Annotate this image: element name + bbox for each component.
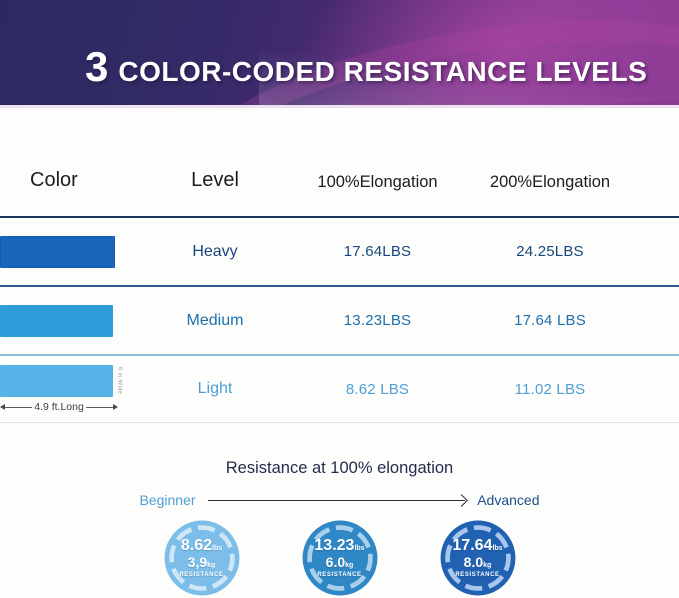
kg-unit: kg (483, 561, 492, 569)
column-header-100-elongation: 100%Elongation (317, 173, 438, 191)
badge-text: 17.64lbs 8.0kg RESISTANCE (439, 519, 517, 597)
elongation-100-value: 8.62 LBS (345, 380, 410, 398)
badge-circle-icon (440, 520, 515, 596)
title-number: 3 (85, 43, 110, 90)
badge-circle-icon (164, 520, 239, 596)
level-label: Light (197, 380, 233, 397)
dashed-ring-icon (444, 525, 511, 591)
table-row-heavy: Heavy 17.64LBS 24.25LBS (0, 218, 679, 287)
level-label: Heavy (192, 242, 238, 260)
heavy-band-swatch (0, 235, 115, 268)
kg-unit: kg (345, 561, 354, 569)
table-header-row: Color Level 100%Elongation 200%Elongatio… (0, 108, 679, 218)
dimension-arrow-right-icon (113, 404, 118, 410)
lbs-unit: lbs (354, 544, 365, 552)
resistance-badge-medium: 13.23lbs 6.0kg RESISTANCE (301, 519, 379, 597)
badge-text: 8.62lbs 3,9kg RESISTANCE (163, 519, 241, 597)
band-length-label: 4.9 ft.Long (34, 401, 84, 413)
table-row-medium: Medium 13.23LBS 17.64 LBS (0, 287, 679, 356)
kg-value: 8.0 (463, 553, 484, 570)
column-header-level: Level (191, 169, 239, 191)
length-dimension: 4.9 ft.Long (0, 401, 118, 413)
resistance-badge-heavy: 17.64lbs 8.0kg RESISTANCE (439, 519, 517, 597)
resistance-badge-light: 8.62lbs 3,9kg RESISTANCE (163, 519, 241, 597)
elongation-100-value: 17.64LBS (343, 243, 412, 260)
header-banner: 3 COLOR-CODED RESISTANCE LEVELS (0, 0, 679, 108)
dashed-ring-icon (168, 525, 235, 591)
medium-band-swatch (0, 304, 113, 337)
color-swatch-cell: 6 in.Wide 4.9 ft.Long (0, 365, 150, 413)
table-row-light: 6 in.Wide 4.9 ft.Long Light 8.62 LBS 11.… (0, 356, 679, 423)
elongation-200-value: 24.25LBS (516, 243, 584, 260)
beginner-label: Beginner (139, 492, 196, 508)
resistance-badges: 8.62lbs 3,9kg RESISTANCE 13.23lbs 6.0kg … (0, 519, 679, 597)
band-width-label: 6 in.Wide (116, 367, 123, 395)
light-band-swatch (0, 365, 113, 397)
dimension-line (5, 406, 33, 408)
advanced-label: Advanced (477, 492, 540, 508)
page-title: 3 COLOR-CODED RESISTANCE LEVELS (0, 43, 647, 105)
badge-caption: RESISTANCE (317, 572, 362, 579)
color-swatch-cell (0, 235, 150, 268)
badge-caption: RESISTANCE (455, 572, 500, 579)
level-label: Medium (186, 311, 244, 329)
dashed-ring-icon (306, 525, 373, 591)
kg-value: 6.0 (325, 553, 346, 570)
dimension-arrow-left-icon (0, 404, 5, 410)
lbs-unit: lbs (212, 544, 223, 552)
lbs-value: 17.64 (452, 536, 493, 554)
color-swatch-cell (0, 304, 150, 337)
elongation-200-value: 17.64 LBS (514, 312, 586, 329)
kg-value: 3,9 (187, 553, 208, 570)
bottom-section-title: Resistance at 100% elongation (225, 459, 454, 477)
lbs-value: 8.62 (180, 536, 212, 554)
kg-unit: kg (207, 561, 216, 569)
column-header-200-elongation: 200%Elongation (489, 173, 611, 191)
title-text: COLOR-CODED RESISTANCE LEVELS (118, 56, 648, 87)
elongation-100-value: 13.23LBS (343, 312, 412, 329)
badge-text: 13.23lbs 6.0kg RESISTANCE (301, 519, 379, 597)
badge-circle-icon (302, 520, 377, 596)
skill-level-scale: Beginner Advanced (140, 491, 540, 509)
lbs-unit: lbs (492, 544, 503, 552)
badge-caption: RESISTANCE (179, 572, 224, 579)
right-arrow-icon (207, 499, 466, 501)
lbs-value: 13.23 (314, 536, 355, 554)
column-header-color: Color (30, 169, 78, 191)
dimension-line (85, 406, 113, 408)
elongation-200-value: 11.02 LBS (514, 380, 586, 398)
